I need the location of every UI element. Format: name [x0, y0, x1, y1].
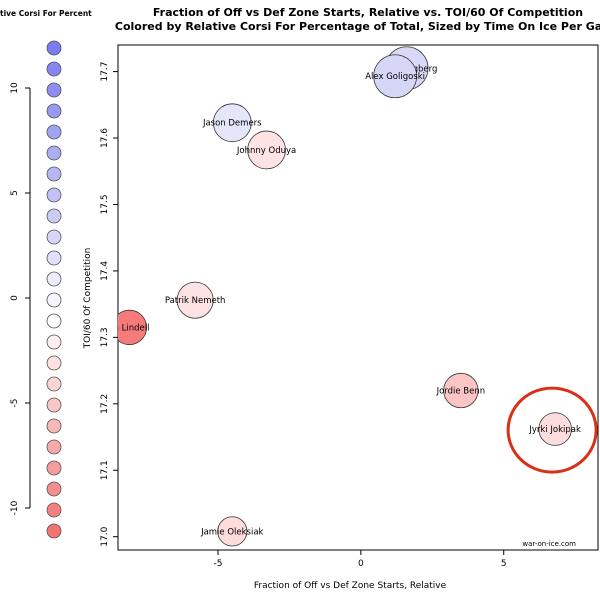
- x-axis: -5 0 5: [214, 550, 507, 569]
- legend-swatch: [46, 502, 62, 518]
- legend-tick-label: 10: [10, 82, 20, 94]
- data-point: [538, 412, 572, 446]
- legend-swatch: [46, 397, 62, 413]
- y-tick-label: 17.3: [100, 327, 110, 347]
- x-axis-title: Fraction of Off vs Def Zone Starts, Rela…: [254, 581, 447, 591]
- legend-swatch: [46, 355, 62, 371]
- data-point-label: Patrik Nemeth: [165, 296, 226, 306]
- y-tick-label: 17.2: [100, 394, 110, 414]
- legend-swatch: [46, 61, 62, 77]
- legend-tick-label: 0: [10, 295, 20, 301]
- plot-box: [117, 44, 599, 551]
- legend-swatch: [46, 208, 62, 224]
- legend-swatch: [46, 313, 62, 329]
- legend-swatch: [46, 82, 62, 98]
- legend: 10 5 0 -5 -10: [10, 40, 62, 539]
- y-axis-title: TOI/60 Of Competition: [83, 248, 93, 350]
- legend-tick-label: -10: [10, 500, 20, 515]
- y-tick-label: 17.6: [100, 128, 110, 148]
- chart-subtitle: Colored by Relative Corsi For Percentage…: [115, 20, 600, 33]
- legend-swatch: [46, 187, 62, 203]
- legend-swatch: [46, 376, 62, 392]
- legend-swatch: [46, 103, 62, 119]
- data-point-label: Johnny Oduya: [236, 146, 296, 156]
- legend-swatch: [46, 124, 62, 140]
- legend-swatch: [46, 334, 62, 350]
- data-point: [118, 309, 148, 345]
- legend-swatch: [46, 439, 62, 455]
- y-tick-label: 17.5: [100, 194, 110, 214]
- legend-tick-label: -5: [10, 399, 20, 408]
- x-tick-label: -5: [214, 559, 223, 569]
- y-tick-label: 17.1: [100, 460, 110, 480]
- data-point: [176, 281, 214, 319]
- data-point-label: sa Lindell: [109, 323, 149, 333]
- x-tick-label: 0: [358, 559, 364, 569]
- legend-swatch: [46, 418, 62, 434]
- legend-swatch: [46, 292, 62, 308]
- data-point-label: Jyrki Jokipak: [528, 425, 581, 435]
- y-axis: 17.0 17.1 17.2 17.3 17.4 17.5 17.6 17.7: [100, 62, 118, 547]
- legend-swatch: [46, 523, 62, 539]
- legend-swatch: [46, 229, 62, 245]
- credit-label: war-on-ice.com: [522, 540, 576, 548]
- legend-title: tive Corsi For Percent: [0, 9, 92, 18]
- highlight-circle: [506, 386, 598, 474]
- data-point: [443, 372, 479, 409]
- data-point: [217, 516, 248, 547]
- data-point-label: Jordie Benn: [436, 387, 486, 397]
- data-point: [247, 130, 286, 170]
- legend-tick-label: 5: [10, 190, 20, 196]
- y-tick-label: 17.7: [100, 62, 110, 82]
- legend-swatch: [46, 481, 62, 497]
- data-point: [373, 54, 418, 99]
- y-tick-label: 17.4: [100, 261, 110, 281]
- legend-swatch: [46, 145, 62, 161]
- data-point-label: Alex Goligoski: [365, 72, 425, 82]
- data-point-label: Jason Demers: [202, 119, 262, 129]
- chart-title: Fraction of Off vs Def Zone Starts, Rela…: [153, 6, 583, 19]
- legend-swatch: [46, 166, 62, 182]
- data-point-label: Jamie Oleksiak: [200, 527, 263, 537]
- legend-swatch: [46, 250, 62, 266]
- data-point: [212, 103, 252, 143]
- legend-swatch: [46, 40, 62, 56]
- y-tick-label: 17.0: [100, 526, 110, 546]
- legend-swatch: [46, 460, 62, 476]
- x-tick-label: 5: [501, 559, 507, 569]
- legend-swatch: [46, 271, 62, 287]
